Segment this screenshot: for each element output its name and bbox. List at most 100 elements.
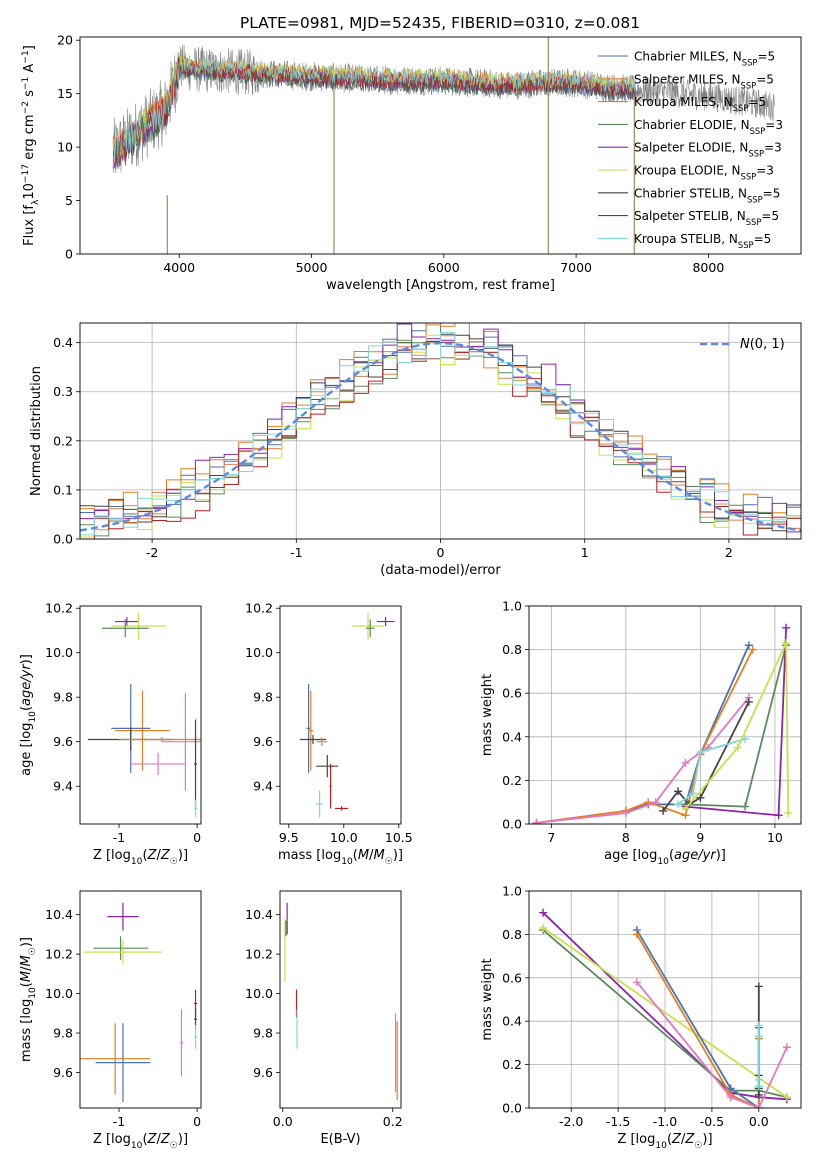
y-tick-label: 10.0 (245, 986, 273, 1001)
errorbar-point (193, 1025, 198, 1049)
x-tick-label: -2.0 (559, 1114, 583, 1129)
legend-entry: Salpeter STELIB, NSSP=5 (634, 209, 779, 227)
y-axis-label: mass weight (480, 674, 495, 756)
weight-marker (782, 1093, 791, 1102)
y-tick-label: 0.8 (502, 642, 522, 657)
errorbar-point (329, 763, 332, 809)
legend-entry: Chabrier ELODIE, NSSP=3 (634, 118, 783, 136)
weight-marker (651, 798, 660, 807)
weight-marker (748, 645, 757, 654)
weight-marker (632, 930, 641, 939)
x-tick-label: 4000 (163, 260, 195, 275)
weight-marker (632, 978, 641, 987)
weight-marker (754, 982, 763, 991)
errorbar-point (316, 737, 328, 747)
x-axis-label: mass [log10(M/M☉)] (278, 848, 403, 867)
weight-marker (696, 793, 705, 802)
x-axis-label: wavelength [Angstrom, rest frame] (326, 278, 555, 293)
plot-area-age-vs-mass (299, 612, 395, 818)
x-tick-label: 0 (193, 830, 201, 845)
weight-marker (782, 1043, 791, 1052)
errorbar-point (376, 617, 395, 627)
x-tick-label: 8000 (692, 260, 724, 275)
errorbar-point (351, 612, 385, 640)
axes-frame (528, 890, 802, 1109)
y-tick-label: 10.4 (245, 907, 273, 922)
y-tick-label: 10.0 (45, 645, 73, 660)
x-tick-label: 0 (193, 1114, 201, 1129)
y-tick-label: 0 (65, 247, 73, 262)
errorbar-point (115, 617, 139, 627)
x-tick-label: 0.2 (383, 1114, 403, 1129)
y-tick-label: 9.6 (253, 1065, 273, 1080)
x-tick-label: 10.0 (330, 830, 358, 845)
legend-entry: N(0, 1) (740, 337, 785, 352)
plot-area-mass-vs-EBV (284, 902, 398, 1101)
weight-line (677, 738, 746, 806)
errorbar-point (115, 690, 170, 771)
plot-area-massweight-vs-age (532, 623, 793, 824)
errorbar-point (316, 755, 339, 778)
weight-marker (754, 1021, 763, 1030)
errorbar-point (93, 936, 148, 961)
x-tick-label: -1 (113, 830, 125, 845)
weight-marker (754, 1104, 763, 1108)
figure-title: PLATE=0981, MJD=52435, FIBERID=0310, z=0… (240, 14, 640, 32)
legend-entry: Salpeter MILES, NSSP=5 (634, 72, 774, 90)
x-axis-label: E(B-V) (320, 1132, 360, 1147)
y-tick-label: 0.0 (502, 817, 522, 832)
x-tick-label: 9 (696, 830, 704, 845)
weight-line (684, 642, 790, 814)
y-axis-label: Normed distribution (29, 366, 44, 496)
weight-marker (744, 697, 753, 706)
errorbar-point (80, 1023, 151, 1095)
y-tick-label: 0.4 (53, 335, 73, 350)
weight-marker (782, 639, 791, 648)
weight-line (536, 649, 754, 824)
y-tick-label: 0.0 (502, 1101, 522, 1116)
x-tick-label: -2 (146, 545, 158, 560)
legend-entry: Kroupa MILES, NSSP=5 (634, 95, 766, 113)
panel-age-vs-mass: 9.5 10.0 10.5 9.4 9.6 9.8 10.0 10.2 mass [log10(… (245, 601, 413, 867)
axes-frame (279, 605, 402, 825)
weight-marker (696, 748, 705, 757)
y-tick-label: 1.0 (502, 599, 522, 614)
panel-mass-vs-Z: -1 0 9.6 9.8 10.0 10.2 10.4 Z [log10(Z/Z☉)] mass… (19, 890, 202, 1151)
weight-marker (539, 923, 548, 932)
y-tick-label: 9.8 (253, 1026, 273, 1041)
histogram-step (80, 332, 801, 536)
errorbar-point (101, 619, 149, 638)
errorbar-point (306, 683, 311, 773)
y-axis-label: Flux [fλ10−17 erg cm−2 s−1 A−1] (21, 45, 41, 246)
x-tick-label: 0 (437, 545, 445, 560)
y-tick-label: 10.0 (245, 645, 273, 660)
y-tick-label: 9.8 (253, 690, 273, 705)
weight-marker (681, 804, 690, 813)
y-tick-label: 9.4 (253, 779, 273, 794)
weight-series (681, 639, 793, 818)
weight-line (536, 697, 750, 824)
weight-marker (532, 818, 541, 824)
weight-line (542, 929, 788, 1099)
weight-series (754, 1021, 763, 1091)
errorbar-point (316, 790, 323, 818)
y-tick-label: 0.4 (502, 1014, 522, 1029)
plot-area-mass-vs-Z (80, 902, 198, 1103)
panel-spectrum: 4000 5000 6000 7000 8000 0 5 10 15 20 wavelength [… (21, 33, 802, 293)
panel-massweight-vs-age: 7 8 9 10 0.0 0.2 0.4 0.6 0.8 1.0 age [log10(age/yr… (480, 599, 802, 867)
weight-marker (733, 743, 742, 752)
weight-marker (688, 789, 697, 798)
weight-marker (674, 800, 683, 809)
legend-entry: Chabrier STELIB, NSSP=5 (634, 186, 780, 204)
legend-entry: Salpeter ELODIE, NSSP=3 (634, 141, 782, 159)
x-tick-label: 9.5 (279, 830, 299, 845)
y-tick-label: 9.6 (53, 1065, 73, 1080)
axes-frame (528, 605, 802, 825)
x-tick-label: 6000 (428, 260, 460, 275)
y-tick-label: 10 (57, 140, 73, 155)
y-tick-label: 10.2 (45, 947, 73, 962)
y-tick-label: 20 (57, 33, 73, 48)
histogram-step (80, 323, 801, 529)
errorbar-point (83, 940, 162, 964)
